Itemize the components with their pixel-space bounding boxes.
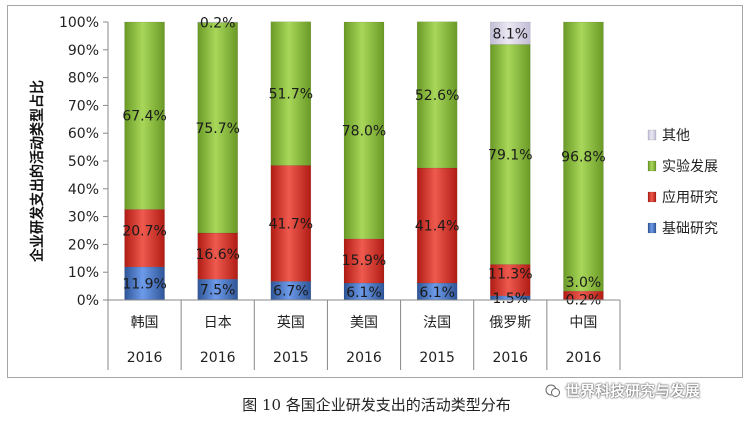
y-tick-label: 90% (68, 43, 99, 59)
data-label: 0.2% (200, 16, 236, 32)
legend-swatch (647, 222, 657, 234)
data-label: 1.5% (492, 291, 528, 307)
bar-segment (416, 21, 458, 169)
watermark: 世界科技研究与发展 (545, 380, 700, 401)
y-tick-label: 10% (68, 265, 99, 281)
bar-segment (270, 165, 312, 282)
figure-caption: 图 10 各国企业研发支出的活动类型分布 (242, 396, 511, 414)
x-category-label: 韩国 (131, 315, 159, 331)
y-tick-label: 50% (68, 154, 99, 170)
x-category-label: 英国 (277, 314, 305, 331)
x-year-label: 2015 (273, 350, 309, 366)
data-label: 0.2% (566, 293, 602, 309)
data-label: 96.8% (561, 150, 605, 166)
bar-segment (270, 21, 312, 166)
data-label: 20.7% (122, 223, 166, 239)
x-year-label: 2016 (200, 350, 236, 366)
bar-segment (490, 21, 531, 45)
legend-swatch (647, 160, 657, 172)
x-category-label: 中国 (569, 315, 597, 331)
data-label: 16.6% (195, 247, 239, 263)
legend-entry: 实验发展 (662, 159, 718, 175)
x-year-label: 2016 (492, 350, 528, 366)
x-category-label: 法国 (423, 315, 451, 331)
x-category-label: 俄罗斯 (489, 315, 531, 331)
y-axis-label: 企业研发支出的活动类型占比 (29, 80, 46, 263)
y-tick-label: 30% (68, 210, 99, 226)
x-year-label: 2016 (346, 350, 382, 366)
legend-swatch (647, 191, 657, 203)
bar-segment (197, 22, 238, 234)
bar-segment (124, 21, 165, 210)
x-category-label: 日本 (204, 315, 232, 331)
legend-entry: 基础研究 (662, 220, 718, 237)
bar-segment (343, 238, 385, 284)
bar-segment (490, 44, 531, 265)
legend-swatch (647, 129, 657, 141)
watermark-text: 世界科技研究与发展 (565, 382, 701, 400)
y-tick-label: 100% (59, 15, 99, 31)
bar-segment (563, 21, 604, 292)
x-year-label: 2015 (419, 350, 455, 366)
bar-segment (197, 21, 238, 23)
bar-segment (416, 167, 458, 284)
y-tick-label: 0% (77, 293, 99, 309)
bar-segment (343, 21, 385, 240)
wechat-icon (545, 384, 560, 397)
data-label: 6.1% (346, 285, 382, 301)
data-label: 11.9% (122, 276, 166, 292)
data-label: 15.9% (342, 253, 386, 269)
data-label: 51.7% (269, 87, 313, 103)
data-label: 79.1% (488, 147, 532, 163)
legend-entry: 应用研究 (662, 189, 718, 206)
data-label: 78.0% (342, 123, 386, 139)
y-tick-label: 70% (68, 98, 99, 114)
x-category-label: 美国 (350, 315, 378, 331)
bar-segment (124, 266, 165, 301)
data-label: 75.7% (195, 121, 239, 137)
data-label: 7.5% (200, 283, 236, 299)
y-tick-label: 40% (68, 182, 99, 198)
data-label: 52.6% (415, 88, 459, 104)
data-label: 8.1% (492, 26, 528, 42)
y-tick-label: 60% (68, 126, 99, 142)
data-label: 67.4% (122, 109, 166, 125)
y-tick-label: 20% (68, 237, 99, 253)
bar-segment (197, 232, 238, 280)
data-label: 3.0% (566, 275, 602, 291)
x-year-label: 2016 (566, 350, 602, 366)
x-year-label: 2016 (127, 350, 163, 366)
y-tick-label: 80% (68, 71, 99, 87)
data-label: 11.3% (488, 266, 532, 282)
data-label: 41.4% (415, 218, 459, 234)
stacked-bar-chart: 11.9% 20.7% 67.4% 7.5% 16.6% 75.7% 0.2% 6.7% 41.… (29, 15, 718, 370)
data-label: 41.7% (269, 216, 313, 232)
data-label: 6.1% (419, 285, 455, 301)
legend-entry: 其他 (662, 128, 690, 144)
data-label: 6.7% (273, 284, 309, 300)
